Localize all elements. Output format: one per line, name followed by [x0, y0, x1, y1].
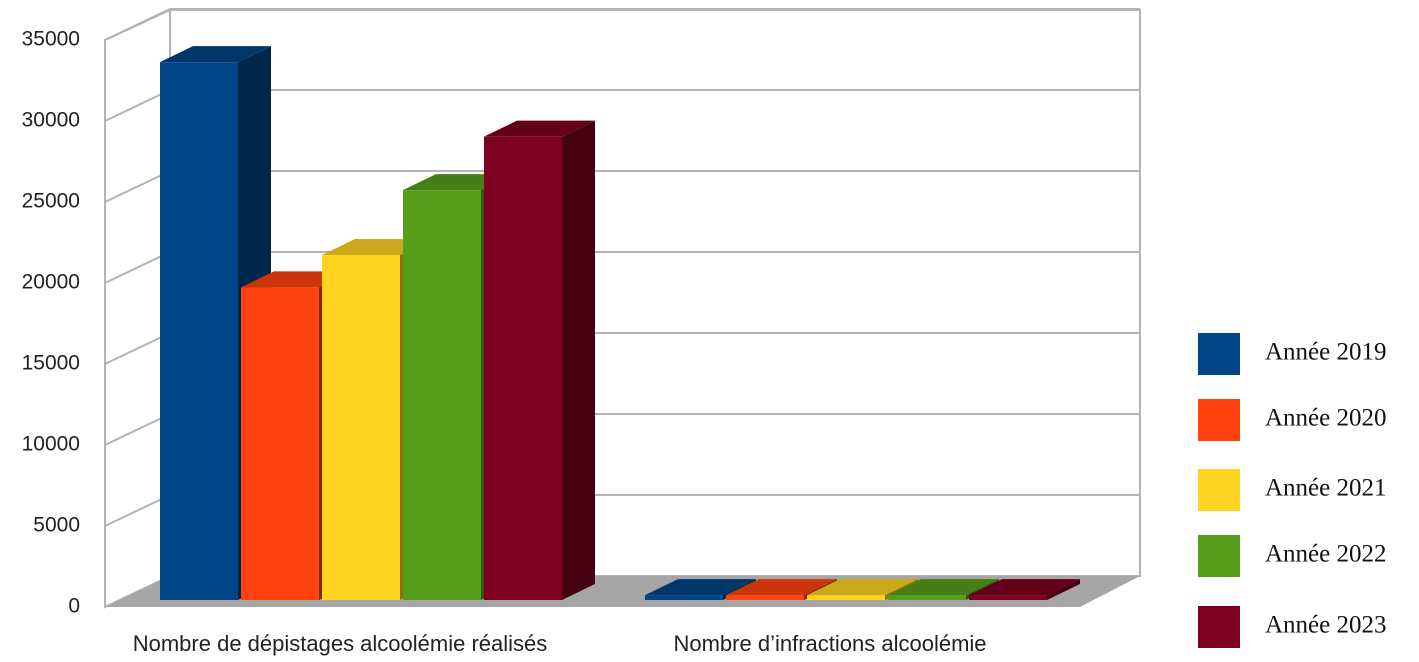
legend-swatch [1198, 333, 1240, 375]
y-tick-label: 20000 [22, 271, 80, 294]
bar-side [562, 120, 595, 601]
bar [160, 62, 238, 601]
bar-3d [160, 46, 271, 601]
legend-label: Année 2019 [1265, 339, 1387, 366]
grid-line [104, 170, 171, 203]
legend-label: Année 2021 [1265, 475, 1387, 502]
y-tick-label: 25000 [22, 190, 80, 213]
legend-swatch [1198, 535, 1240, 577]
legend-label: Année 2023 [1265, 612, 1387, 639]
bar [322, 254, 400, 600]
bar [241, 287, 319, 600]
bar-top [888, 579, 999, 596]
bar-side [1047, 579, 1080, 600]
grid-line [104, 413, 171, 446]
grid-line [104, 89, 171, 122]
legend-swatch [1198, 469, 1240, 511]
bar-top [645, 579, 756, 596]
legend-swatch [1198, 399, 1240, 441]
grid-line [104, 494, 171, 527]
bar-top [484, 120, 595, 137]
y-tick-label: 0 [68, 595, 80, 618]
bar [403, 190, 481, 600]
bar [888, 595, 966, 600]
bar-3d [969, 579, 1080, 600]
bar [969, 595, 1047, 600]
grid-line [104, 251, 171, 284]
x-tick-label: Nombre d’infractions alcoolémie [673, 631, 986, 656]
legend-label: Année 2022 [1265, 541, 1387, 568]
bar [807, 595, 885, 600]
y-tick-label: 5000 [33, 514, 80, 537]
bar-top [807, 579, 918, 596]
y-tick-label: 10000 [22, 433, 80, 456]
bar-top [969, 579, 1080, 596]
bar-3d [484, 120, 595, 601]
x-tick-label: Nombre de dépistages alcoolémie réalisés [133, 631, 548, 656]
bar [645, 595, 723, 600]
y-tick-label: 15000 [22, 352, 80, 375]
y-tick-label: 35000 [22, 28, 80, 51]
grid-line [104, 8, 171, 41]
y-tick-label: 30000 [22, 109, 80, 132]
bar [726, 595, 804, 600]
grid-line [104, 332, 171, 365]
legend-swatch [1198, 606, 1240, 648]
bar-top [726, 579, 837, 596]
bar [484, 136, 562, 600]
bar-top [160, 46, 271, 63]
legend-label: Année 2020 [1265, 405, 1387, 432]
